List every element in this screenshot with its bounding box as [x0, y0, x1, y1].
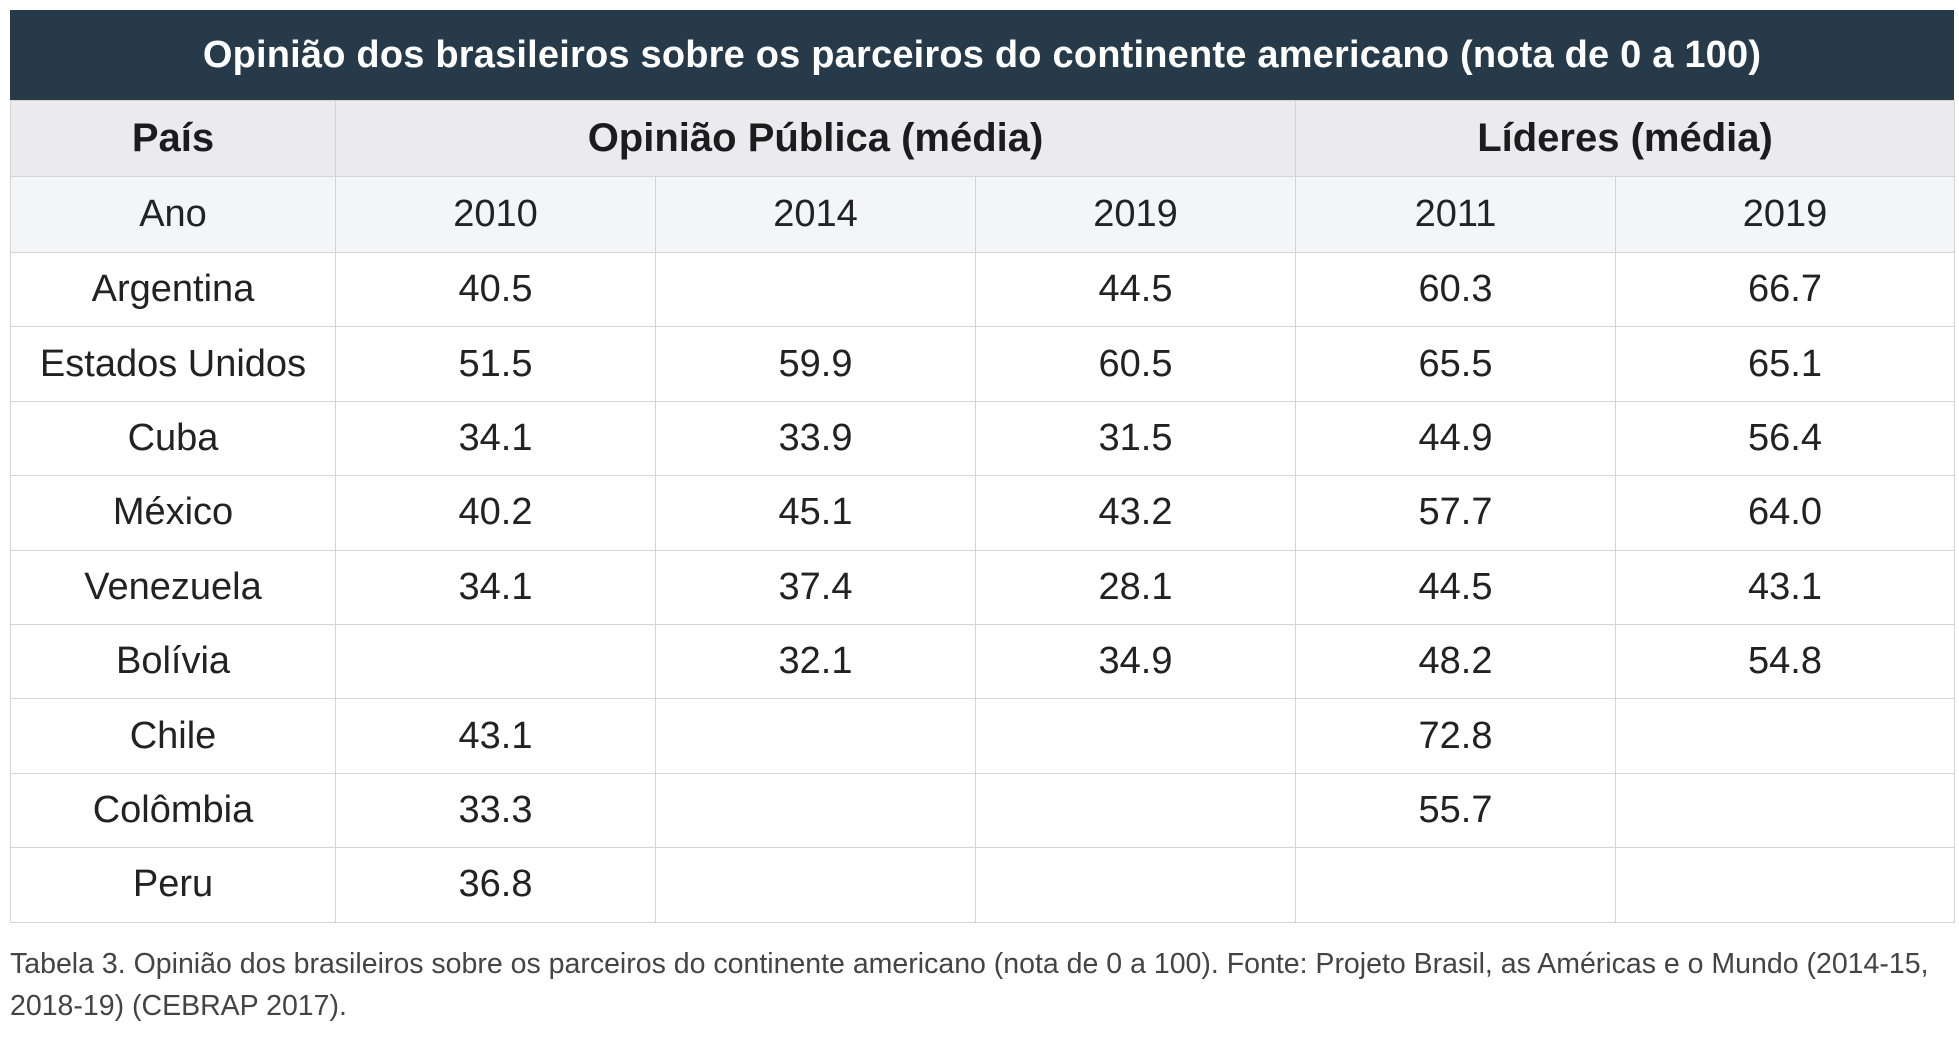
value-cell: [1615, 698, 1956, 774]
year-cell: 2014: [655, 176, 976, 253]
value-cell: 34.1: [335, 549, 656, 625]
country-cell: Argentina: [10, 251, 336, 328]
value-cell: [335, 623, 656, 700]
table-row: Bolívia 32.1 34.9 48.2 54.8: [10, 623, 1956, 700]
value-cell: 60.3: [1295, 251, 1617, 328]
value-cell: 40.2: [335, 475, 656, 551]
value-cell: 40.5: [335, 251, 656, 328]
country-cell: Venezuela: [10, 549, 336, 625]
value-cell: 55.7: [1295, 772, 1617, 849]
value-cell: 37.4: [655, 549, 976, 625]
value-cell: 45.1: [655, 475, 976, 551]
table-row: Colômbia 33.3 55.7: [10, 772, 1956, 849]
table-row: Chile 43.1 72.8: [10, 698, 1956, 774]
value-cell: 60.5: [974, 326, 1297, 402]
opinion-table: Opinião dos brasileiros sobre os parceir…: [10, 10, 1956, 923]
value-cell: [974, 772, 1297, 849]
table-row: Venezuela 34.1 37.4 28.1 44.5 43.1: [10, 549, 1956, 625]
value-cell: 33.3: [335, 772, 656, 849]
group-header-row: País Opinião Pública (média) Líderes (mé…: [10, 100, 1956, 177]
value-cell: 44.9: [1295, 400, 1617, 477]
value-cell: [655, 698, 976, 774]
value-cell: 64.0: [1615, 475, 1956, 551]
value-cell: [1295, 847, 1617, 923]
value-cell: 33.9: [655, 400, 976, 477]
value-cell: 32.1: [655, 623, 976, 700]
value-cell: 54.8: [1615, 623, 1956, 700]
year-label: Ano: [10, 176, 336, 253]
value-cell: 72.8: [1295, 698, 1617, 774]
value-cell: [1615, 772, 1956, 849]
value-cell: 66.7: [1615, 251, 1956, 328]
table-row: Peru 36.8: [10, 847, 1956, 923]
value-cell: 28.1: [974, 549, 1297, 625]
value-cell: [655, 847, 976, 923]
table-row: Argentina 40.5 44.5 60.3 66.7: [10, 251, 1956, 328]
value-cell: 34.1: [335, 400, 656, 477]
value-cell: [655, 251, 976, 328]
table-title: Opinião dos brasileiros sobre os parceir…: [10, 10, 1954, 100]
value-cell: 43.2: [974, 475, 1297, 551]
year-cell: 2019: [1615, 176, 1956, 253]
year-cell: 2010: [335, 176, 656, 253]
country-cell: Colômbia: [10, 772, 336, 849]
value-cell: 44.5: [974, 251, 1297, 328]
country-cell: Peru: [10, 847, 336, 923]
value-cell: [655, 772, 976, 849]
value-cell: 43.1: [1615, 549, 1956, 625]
country-cell: Estados Unidos: [10, 326, 336, 402]
country-cell: México: [10, 475, 336, 551]
table-caption: Tabela 3. Opinião dos brasileiros sobre …: [10, 948, 1929, 1022]
year-row: Ano 2010 2014 2019 2011 2019: [10, 176, 1956, 253]
value-cell: 44.5: [1295, 549, 1617, 625]
value-cell: 65.5: [1295, 326, 1617, 402]
public-opinion-header: Opinião Pública (média): [334, 100, 1297, 177]
table-row: Cuba 34.1 33.9 31.5 44.9 56.4: [10, 400, 1956, 477]
value-cell: [974, 847, 1297, 923]
data-table: País Opinião Pública (média) Líderes (mé…: [10, 100, 1956, 923]
value-cell: 48.2: [1295, 623, 1617, 700]
value-cell: 31.5: [974, 400, 1297, 477]
value-cell: 65.1: [1615, 326, 1956, 402]
country-cell: Bolívia: [10, 623, 336, 700]
value-cell: 36.8: [335, 847, 656, 923]
table-row: Estados Unidos 51.5 59.9 60.5 65.5 65.1: [10, 326, 1956, 402]
value-cell: 57.7: [1295, 475, 1617, 551]
year-cell: 2019: [974, 176, 1297, 253]
table-row: México 40.2 45.1 43.2 57.7 64.0: [10, 475, 1956, 551]
value-cell: 59.9: [655, 326, 976, 402]
leaders-header: Líderes (média): [1295, 100, 1956, 177]
value-cell: [974, 698, 1297, 774]
country-cell: Cuba: [10, 400, 336, 477]
value-cell: [1615, 847, 1956, 923]
value-cell: 56.4: [1615, 400, 1956, 477]
year-cell: 2011: [1295, 176, 1617, 253]
country-cell: Chile: [10, 698, 336, 774]
country-header: País: [10, 100, 336, 177]
value-cell: 43.1: [335, 698, 656, 774]
value-cell: 34.9: [974, 623, 1297, 700]
value-cell: 51.5: [335, 326, 656, 402]
